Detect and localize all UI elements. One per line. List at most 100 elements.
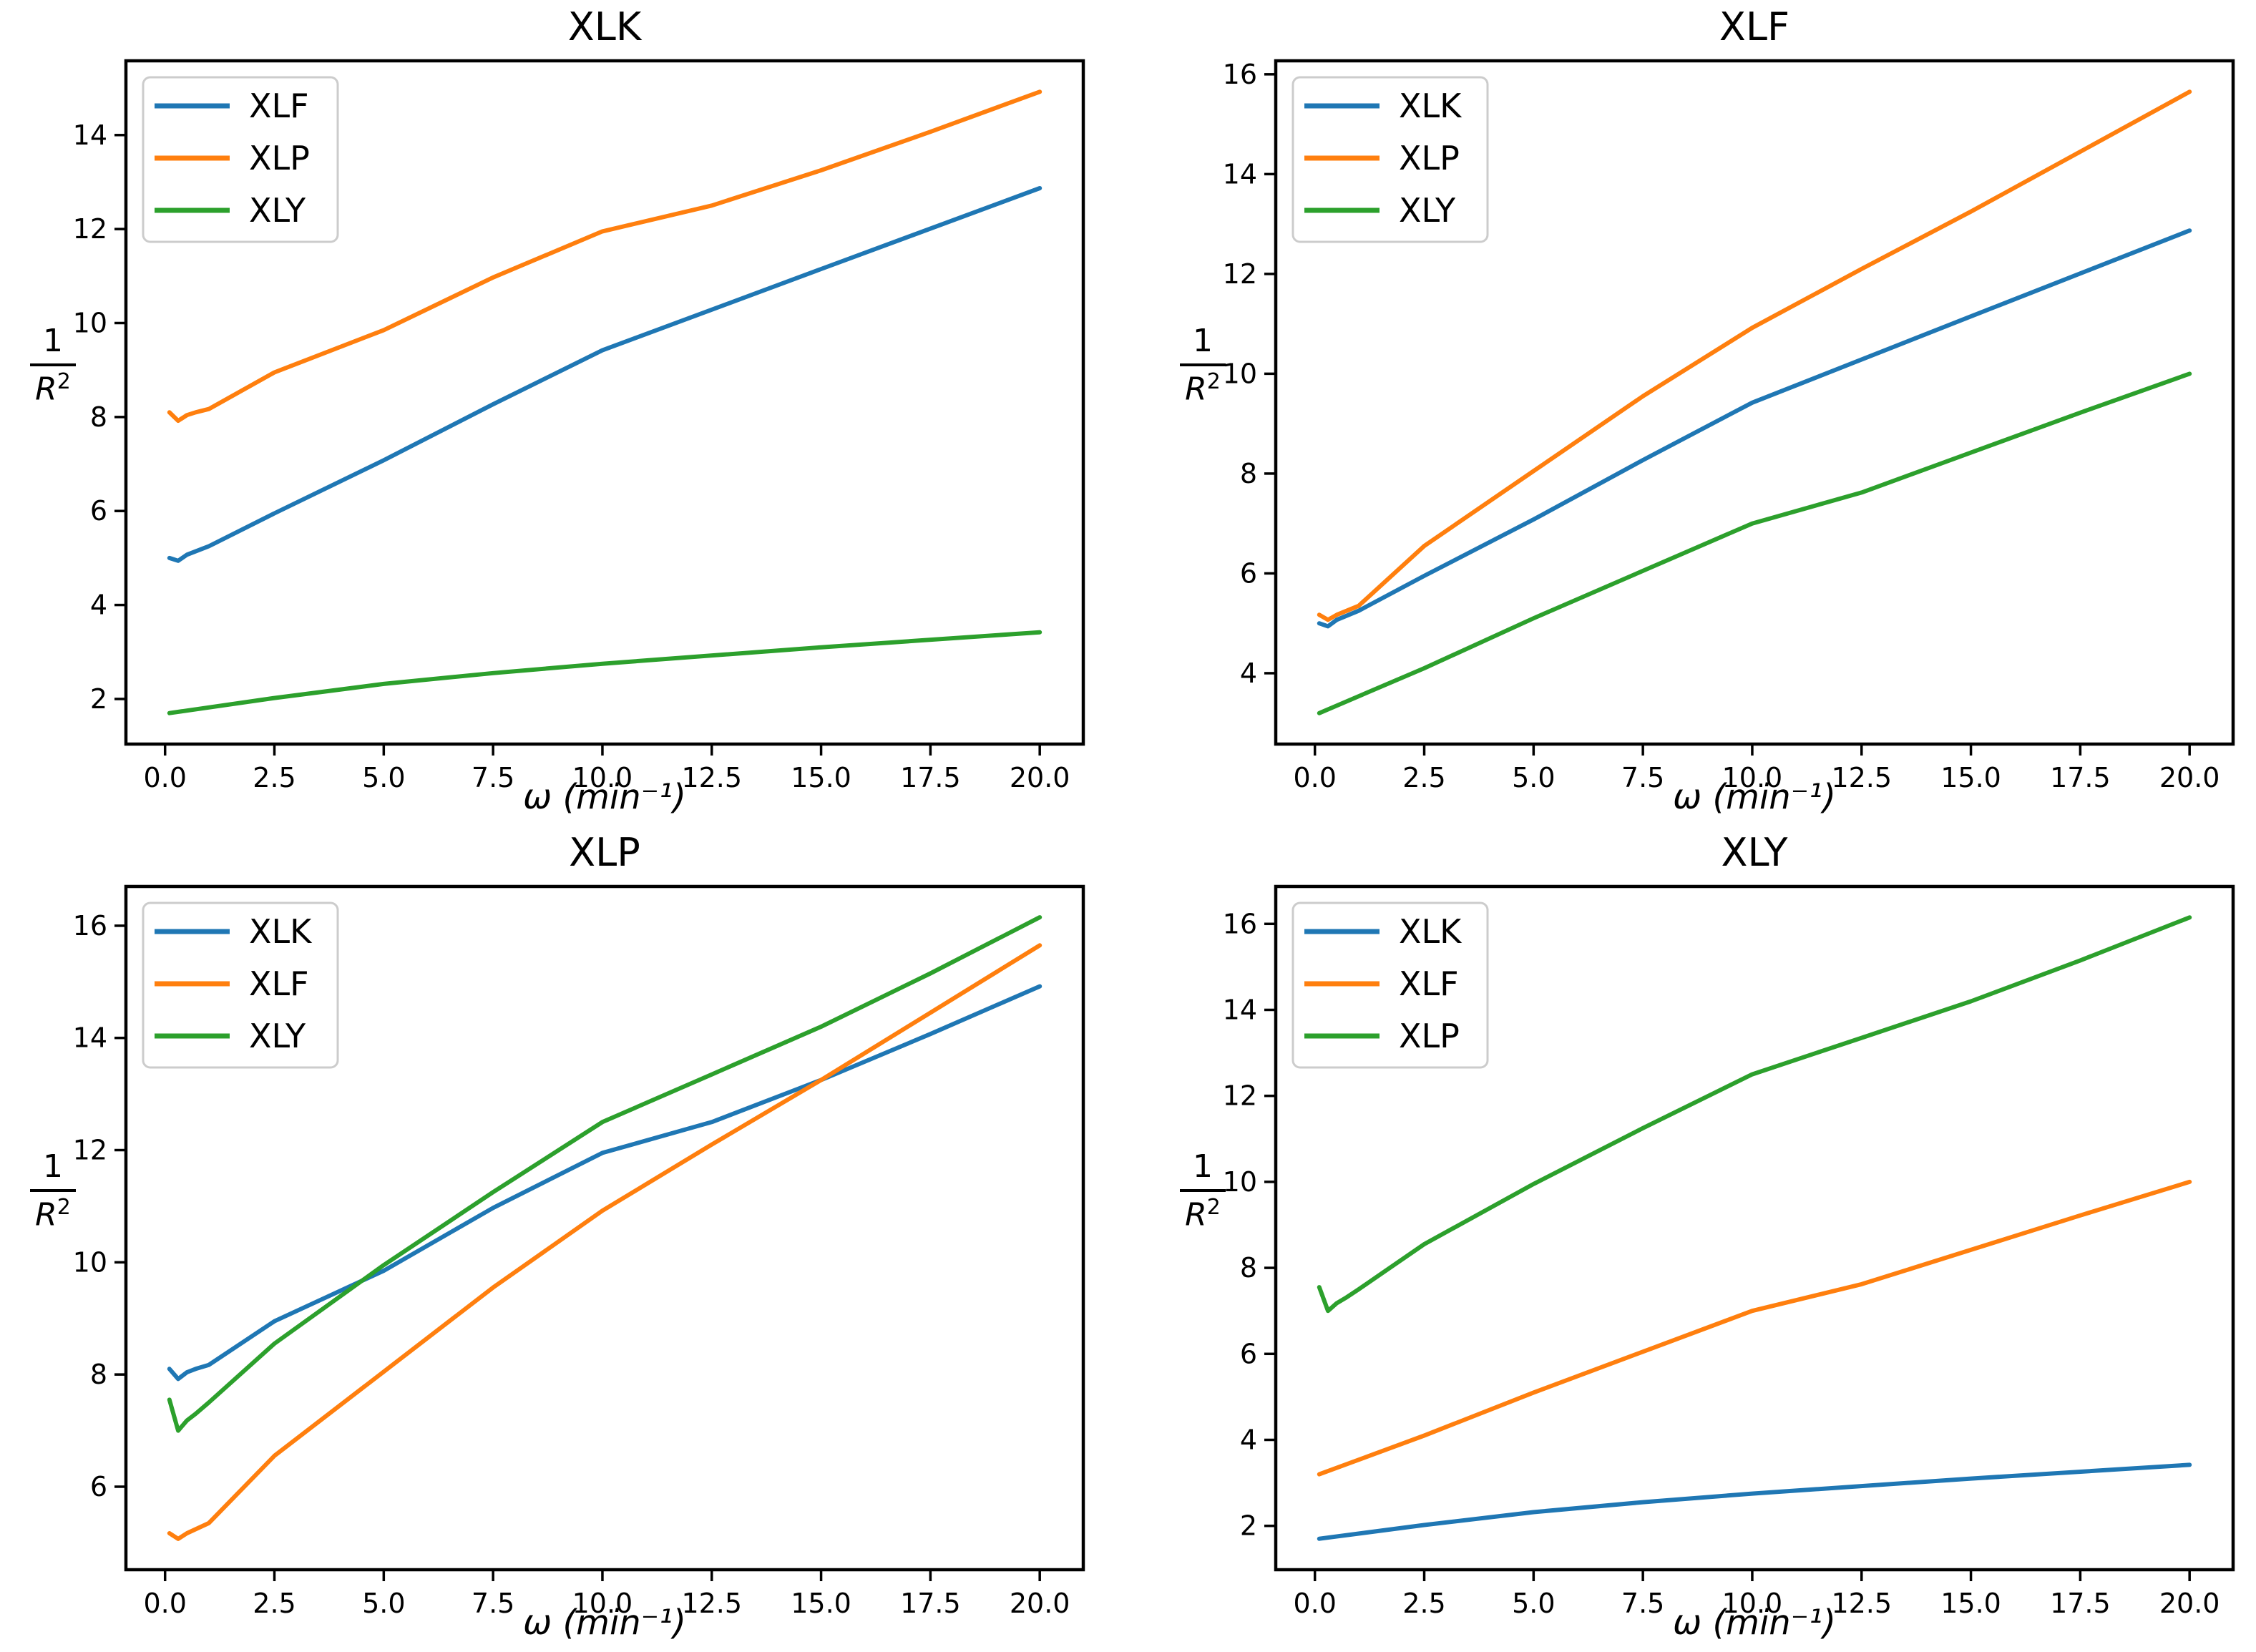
x-tick-label: 17.5: [900, 762, 961, 793]
y-tick-label: 10: [1223, 358, 1257, 389]
y-tick-label: 10: [73, 307, 107, 338]
series-line-xlf: [167, 186, 1042, 563]
x-tick-label: 15.0: [791, 762, 851, 793]
x-axis-label: ω (min⁻¹): [1673, 1603, 1836, 1643]
y-tick-label: 16: [1223, 59, 1257, 90]
y-tick-label: 14: [73, 119, 107, 151]
fraction-bar-icon: [30, 363, 76, 366]
y-axis-label: 1 R2: [11, 1148, 94, 1233]
x-tick-label: 20.0: [1010, 1588, 1070, 1619]
legend-label-xlf: XLF: [249, 964, 309, 1003]
x-axis-label: ω (min⁻¹): [523, 777, 686, 817]
x-tick-label: 10.0: [1722, 1588, 1783, 1619]
x-tick-label: 5.0: [362, 762, 405, 793]
x-tick-label: 2.5: [253, 762, 296, 793]
ylabel-numerator: 1: [1193, 1148, 1213, 1185]
series-line-xlk: [1317, 1462, 2192, 1541]
ylabel-denominator: R2: [35, 368, 71, 408]
x-tick-label: 0.0: [1293, 762, 1336, 793]
y-tick-label: 2: [90, 683, 107, 715]
legend-label-xlk: XLK: [1399, 912, 1463, 951]
x-tick-label: 2.5: [253, 1588, 296, 1619]
series-line-xlk: [1317, 228, 2192, 629]
legend-label-xlk: XLK: [1399, 87, 1463, 125]
series-line-xly: [1317, 371, 2192, 715]
x-tick-label: 2.5: [1402, 762, 1445, 793]
legend-label-xlp: XLP: [249, 139, 310, 177]
legend-label-xly: XLY: [249, 1017, 306, 1055]
legend-label-xlp: XLP: [1399, 1017, 1460, 1055]
y-tick-label: 10: [73, 1246, 107, 1278]
y-tick-label: 16: [73, 910, 107, 942]
fraction-bar-icon: [1180, 363, 1226, 366]
x-tick-label: 15.0: [1940, 1588, 2001, 1619]
x-axis-label: ω (min⁻¹): [1673, 777, 1836, 817]
legend-box: [142, 76, 339, 243]
x-tick-label: 12.5: [1831, 1588, 1892, 1619]
x-tick-label: 12.5: [681, 1588, 742, 1619]
series-line-xly: [167, 630, 1042, 715]
chart-title-xlp: XLP: [569, 830, 640, 875]
x-tick-label: 0.0: [143, 1588, 186, 1619]
x-tick-label: 5.0: [1512, 762, 1555, 793]
x-tick-label: 12.5: [1831, 762, 1892, 793]
plot-area-xlk: 0.0 2.5 5.0 7.5 10.0 12.5 15.0 17.5 20.0 2 4 6 8 10 12…: [73, 59, 1085, 793]
ylabel-numerator: 1: [43, 323, 63, 359]
chart-title-xlf: XLF: [1719, 4, 1790, 49]
x-tick-label: 10.0: [572, 762, 633, 793]
series-line-xlp: [1317, 89, 2192, 622]
x-tick-label: 17.5: [2050, 762, 2111, 793]
legend-box: [142, 901, 339, 1069]
x-tick-label: 7.5: [1621, 762, 1664, 793]
y-tick-label: 10: [1223, 1166, 1257, 1198]
axes-frame: [1274, 59, 2235, 746]
chart-title-xlk: XLK: [567, 4, 642, 49]
x-tick-label: 2.5: [1402, 1588, 1445, 1619]
legend-label-xly: XLY: [1399, 191, 1456, 230]
chart-panel-xly: XLY 1 R2 0.0 2.5 5.0 7.5 10.0 12.5 15.0 17.5 20.…: [1128, 826, 2256, 1652]
series-line-xlf: [167, 943, 1042, 1541]
ylabel-numerator: 1: [43, 1148, 63, 1185]
ylabel-denominator: R2: [1185, 1194, 1221, 1233]
ylabel-numerator: 1: [1193, 323, 1213, 359]
x-tick-label: 10.0: [1722, 762, 1783, 793]
series-line-xly: [167, 915, 1042, 1433]
legend-box: [1291, 901, 1489, 1069]
x-tick-label: 15.0: [1940, 762, 2001, 793]
x-tick-label: 7.5: [1621, 1588, 1664, 1619]
y-tick-label: 8: [1240, 1252, 1257, 1284]
axes-frame: [124, 884, 1085, 1572]
x-tick-label: 15.0: [791, 1588, 851, 1619]
x-tick-label: 20.0: [2159, 1588, 2220, 1619]
legend-label-xlf: XLF: [249, 87, 309, 125]
plot-area-xlp: 0.0 2.5 5.0 7.5 10.0 12.5 15.0 17.5 20.0 6 8 10 12 14…: [73, 884, 1085, 1619]
y-tick-label: 8: [1240, 458, 1257, 489]
fraction-bar-icon: [1180, 1188, 1226, 1192]
y-tick-label: 2: [1240, 1510, 1257, 1542]
y-axis-label: 1 R2: [1161, 1148, 1244, 1233]
chart-title-xly: XLY: [1721, 830, 1788, 875]
x-tick-label: 5.0: [1512, 1588, 1555, 1619]
chart-panel-xlp: XLP 1 R2 0.0 2.5 5.0 7.5 10.0 12.5 15.0 17.5 20.…: [0, 826, 1128, 1652]
y-tick-label: 6: [90, 495, 107, 527]
fraction-bar-icon: [30, 1188, 76, 1192]
x-tick-label: 10.0: [572, 1588, 633, 1619]
x-tick-label: 0.0: [1293, 1588, 1336, 1619]
y-tick-label: 4: [1240, 1424, 1257, 1455]
x-tick-label: 7.5: [472, 1588, 514, 1619]
chart-panel-xlk: XLK 1 R2 0.0 2.5 5.0 7.5 10.0 12.5 15.0 17.5 20.…: [0, 0, 1128, 826]
x-tick-label: 5.0: [362, 1588, 405, 1619]
axes-frame: [1274, 884, 2235, 1572]
y-tick-label: 4: [90, 590, 107, 621]
y-tick-label: 6: [1240, 1338, 1257, 1369]
series-line-xlf: [1317, 1179, 2192, 1477]
chart-panel-xlf: XLF 1 R2 0.0 2.5 5.0 7.5 10.0 12.5 15.0 17.5 20.…: [1128, 0, 2256, 826]
y-tick-label: 16: [1223, 908, 1257, 939]
y-tick-label: 12: [73, 213, 107, 245]
y-tick-label: 4: [1240, 658, 1257, 689]
y-tick-label: 6: [90, 1471, 107, 1502]
x-tick-label: 7.5: [472, 762, 514, 793]
x-tick-label: 20.0: [2159, 762, 2220, 793]
y-tick-label: 8: [90, 1359, 107, 1390]
